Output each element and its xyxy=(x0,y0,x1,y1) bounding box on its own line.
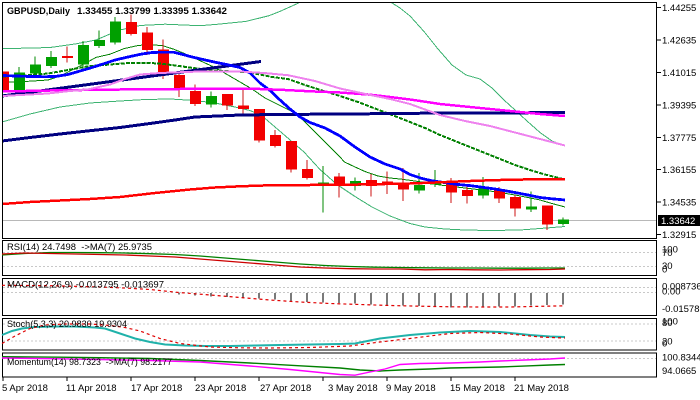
svg-text:0.008736: 0.008736 xyxy=(662,282,700,293)
svg-text:Momentum(14) 98.7323 ->MA(7): Momentum(14) 98.7323 ->MA(7) 98.2177 xyxy=(7,357,172,367)
svg-text:1.36155: 1.36155 xyxy=(662,165,696,176)
svg-text:11 Apr 2018: 11 Apr 2018 xyxy=(66,383,117,394)
svg-text:1.33642: 1.33642 xyxy=(661,216,695,227)
svg-text:1.34535: 1.34535 xyxy=(662,198,696,209)
svg-text:100.8344: 100.8344 xyxy=(662,353,700,364)
svg-text:MACD(12,26,9) -0.013795 -0.013: MACD(12,26,9) -0.013795 -0.013697 xyxy=(7,280,164,290)
svg-text:70: 70 xyxy=(662,248,673,259)
svg-text:1.37775: 1.37775 xyxy=(662,133,696,144)
svg-text:0: 0 xyxy=(662,338,667,349)
svg-text:1.41015: 1.41015 xyxy=(662,68,696,79)
svg-text:Stoch(5,3,3) 20.9830 19.9304: Stoch(5,3,3) 20.9830 19.9304 xyxy=(7,319,127,329)
svg-text:17 Apr 2018: 17 Apr 2018 xyxy=(131,383,182,394)
svg-text:GBPUSD,Daily: GBPUSD,Daily xyxy=(7,6,71,17)
svg-text:80: 80 xyxy=(662,318,673,329)
svg-text:0: 0 xyxy=(662,265,667,276)
svg-text:100: 100 xyxy=(662,317,678,328)
svg-text:30: 30 xyxy=(662,261,673,272)
svg-text:RSI(14) 24.7498 ->MA(7) 25.97: RSI(14) 24.7498 ->MA(7) 25.9735 xyxy=(7,242,152,252)
svg-text:9 May 2018: 9 May 2018 xyxy=(386,383,436,394)
svg-text:-0.015789: -0.015789 xyxy=(662,304,700,315)
svg-text:1.32915: 1.32915 xyxy=(662,230,696,241)
svg-text:100: 100 xyxy=(662,245,678,256)
svg-text:1.44255: 1.44255 xyxy=(662,3,696,14)
svg-text:1.33455 1.33799 1.33395 1.3364: 1.33455 1.33799 1.33395 1.33642 xyxy=(77,6,227,17)
svg-text:94.0665: 94.0665 xyxy=(662,366,696,377)
svg-text:27 Apr 2018: 27 Apr 2018 xyxy=(260,383,311,394)
svg-text:21 May 2018: 21 May 2018 xyxy=(514,383,569,394)
svg-text:3 May 2018: 3 May 2018 xyxy=(328,383,378,394)
svg-text:20: 20 xyxy=(662,337,673,348)
svg-text:0.00: 0.00 xyxy=(662,287,681,298)
svg-text:1.39395: 1.39395 xyxy=(662,100,696,111)
svg-text:23 Apr 2018: 23 Apr 2018 xyxy=(195,383,246,394)
svg-text:15 May 2018: 15 May 2018 xyxy=(450,383,505,394)
svg-text:1.42635: 1.42635 xyxy=(662,36,696,47)
svg-text:5 Apr 2018: 5 Apr 2018 xyxy=(2,383,48,394)
